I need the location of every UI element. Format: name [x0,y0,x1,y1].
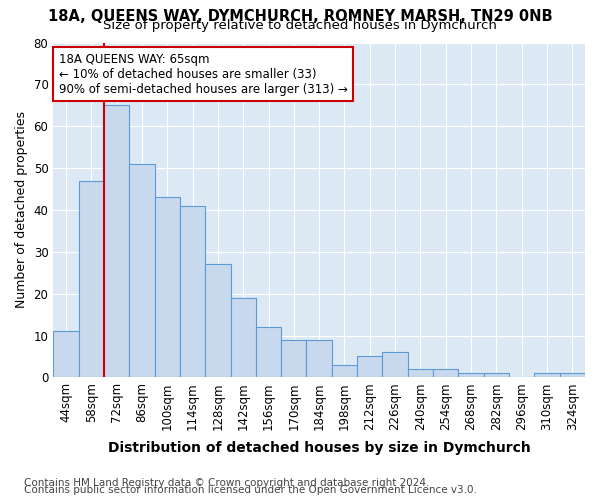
Bar [230,298,256,378]
Text: 18A, QUEENS WAY, DYMCHURCH, ROMNEY MARSH, TN29 0NB: 18A, QUEENS WAY, DYMCHURCH, ROMNEY MARSH… [47,9,553,24]
Bar [357,356,382,378]
Bar [382,352,408,378]
Bar [535,373,560,378]
Bar [458,373,484,378]
Bar [307,340,332,378]
Text: Size of property relative to detached houses in Dymchurch: Size of property relative to detached ho… [103,19,497,32]
Bar [79,180,104,378]
Bar [180,206,205,378]
Y-axis label: Number of detached properties: Number of detached properties [15,112,28,308]
Bar [256,327,281,378]
Bar [53,332,79,378]
X-axis label: Distribution of detached houses by size in Dymchurch: Distribution of detached houses by size … [108,441,530,455]
Bar [433,369,458,378]
Text: Contains HM Land Registry data © Crown copyright and database right 2024.: Contains HM Land Registry data © Crown c… [24,478,430,488]
Bar [205,264,230,378]
Bar [129,164,155,378]
Bar [560,373,585,378]
Bar [104,106,129,378]
Bar [281,340,307,378]
Bar [155,198,180,378]
Bar [484,373,509,378]
Bar [408,369,433,378]
Bar [332,365,357,378]
Text: Contains public sector information licensed under the Open Government Licence v3: Contains public sector information licen… [24,485,477,495]
Text: 18A QUEENS WAY: 65sqm
← 10% of detached houses are smaller (33)
90% of semi-deta: 18A QUEENS WAY: 65sqm ← 10% of detached … [59,52,347,96]
